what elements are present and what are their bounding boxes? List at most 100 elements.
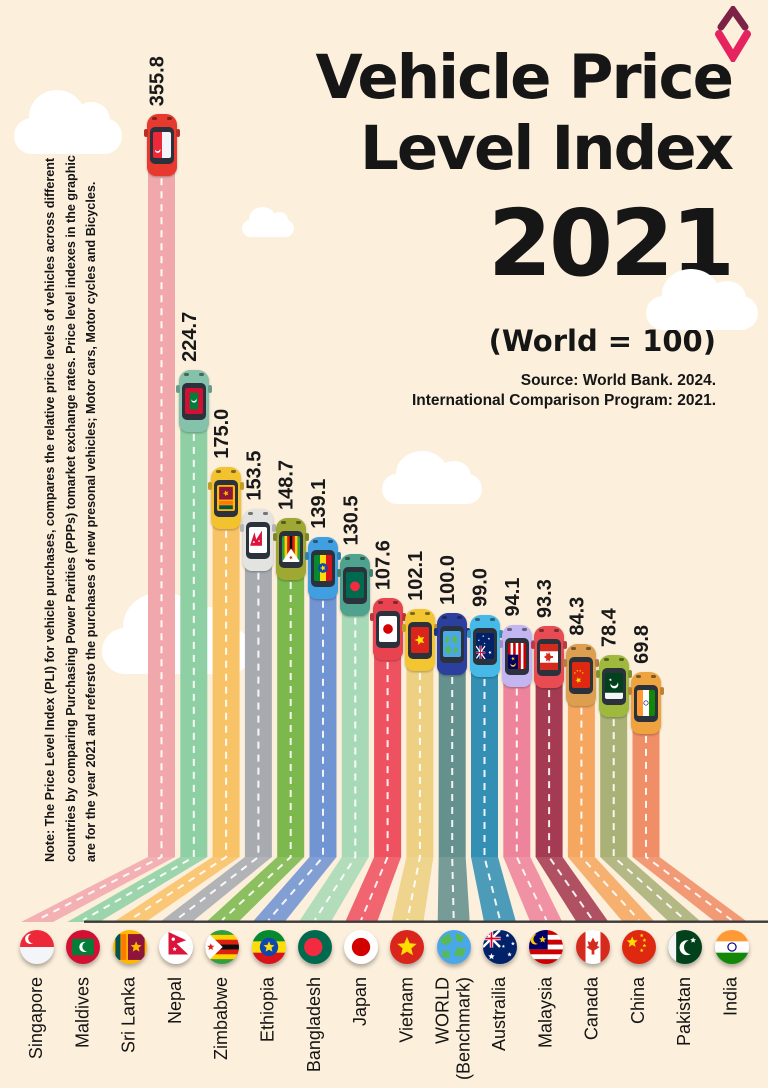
flag-zimbabwe-icon — [205, 930, 240, 964]
chevron-up-icon — [717, 6, 749, 31]
car-mirror — [240, 481, 245, 490]
car-roof-flag — [507, 642, 526, 669]
value-label: 100.0 — [437, 555, 459, 605]
headlight-icon — [442, 616, 448, 619]
road-dash-line — [82, 433, 195, 921]
value-label: 84.3 — [566, 597, 588, 636]
price-bar-fan — [345, 857, 402, 922]
price-bar — [341, 583, 369, 857]
source-citation: Source: World Bank. 2024. International … — [412, 371, 716, 412]
car-mirror — [595, 658, 600, 667]
flag-ethiopia-icon — [251, 930, 286, 964]
car-roof-flag — [314, 554, 332, 581]
headlight-icon — [489, 617, 495, 621]
car-mirror — [369, 613, 374, 622]
road-dash-line — [129, 530, 228, 921]
car-roof-flag — [410, 626, 429, 653]
flag-canada-icon — [575, 930, 610, 964]
value-label: 78.4 — [599, 607, 621, 647]
car-roof-flag — [249, 526, 268, 553]
car-roof-flag — [378, 616, 397, 643]
car-austrailia — [466, 614, 503, 677]
headlight-icon — [409, 611, 415, 615]
road-dash-line — [580, 707, 640, 921]
flag-pakistan-icon — [668, 930, 703, 964]
headlight-icon — [360, 556, 366, 560]
car-vietnam — [401, 608, 438, 671]
car-canada — [531, 626, 568, 689]
headlight-icon — [216, 469, 222, 473]
car-japan — [369, 598, 406, 661]
car-mirror — [628, 686, 632, 695]
car-mirror — [563, 658, 568, 667]
flag-world-icon — [436, 930, 471, 964]
road-dash-line — [645, 735, 733, 921]
car-mirror — [401, 613, 406, 622]
road-dash-line — [221, 582, 292, 921]
road-dash-line — [612, 719, 686, 921]
country-label: Pakistan — [674, 977, 694, 1046]
value-label: 99.0 — [470, 568, 492, 607]
headlight-icon — [231, 469, 237, 473]
road-dash-line — [515, 688, 548, 921]
car-mirror — [627, 670, 632, 679]
country-label: Ethiopia — [258, 976, 278, 1042]
headlight-icon — [198, 372, 204, 376]
headlight-icon — [263, 511, 269, 515]
headlight-icon — [328, 539, 333, 543]
road-dash-line — [451, 677, 455, 921]
country-label: China — [628, 976, 648, 1024]
country-label: (Benchmark) — [454, 977, 474, 1080]
value-label: 94.1 — [502, 578, 524, 617]
value-label: 130.5 — [340, 495, 362, 545]
headlight-icon — [571, 646, 577, 650]
car-china — [563, 643, 600, 706]
headlight-icon — [424, 611, 430, 615]
road-dash-line — [175, 572, 260, 921]
car-nepal — [240, 508, 277, 571]
headlight-icon — [554, 629, 560, 633]
country-label: Austrailia — [489, 976, 509, 1051]
car-mirror — [595, 670, 600, 679]
country-label: India — [721, 976, 741, 1016]
source-line1: Source: World Bank. 2024. — [520, 372, 716, 389]
car-malaysia — [498, 624, 535, 687]
car-mirror — [143, 129, 148, 138]
car-roof-flag — [281, 536, 300, 563]
car-world — [434, 613, 471, 675]
country-label: Nepal — [165, 977, 185, 1024]
value-label: 175.0 — [211, 409, 233, 459]
headlight-icon — [474, 617, 480, 621]
car-ethiopia — [305, 536, 341, 599]
car-mirror — [304, 533, 309, 542]
country-label: Japan — [350, 977, 370, 1026]
cloud — [646, 269, 758, 330]
flag-vietnam-icon — [390, 930, 425, 964]
car-mirror — [401, 623, 406, 632]
flag-china-icon — [621, 930, 656, 964]
car-roof-flag — [604, 673, 623, 700]
flag-maldives-icon — [66, 930, 101, 964]
flag-india-icon — [714, 930, 749, 964]
car-zimbabwe — [272, 518, 309, 581]
price-bar-fan — [206, 857, 305, 922]
car-mirror — [305, 551, 309, 560]
car-mirror — [369, 568, 374, 577]
value-label: 69.8 — [631, 625, 653, 664]
car-india — [628, 671, 664, 734]
car-mirror — [175, 384, 180, 393]
car-mirror — [272, 523, 277, 532]
price-bar — [406, 638, 434, 857]
car-mirror — [563, 641, 568, 650]
headlight-icon — [539, 629, 545, 633]
car-bangladesh — [337, 553, 374, 616]
value-label: 102.1 — [405, 551, 427, 601]
headlight-icon — [521, 627, 527, 631]
value-label: 153.5 — [243, 451, 265, 501]
car-roof-flag — [346, 571, 365, 598]
cloud — [382, 450, 482, 504]
car-mirror — [433, 623, 438, 632]
car-mirror — [531, 641, 536, 650]
flag-japan-icon — [344, 930, 379, 964]
